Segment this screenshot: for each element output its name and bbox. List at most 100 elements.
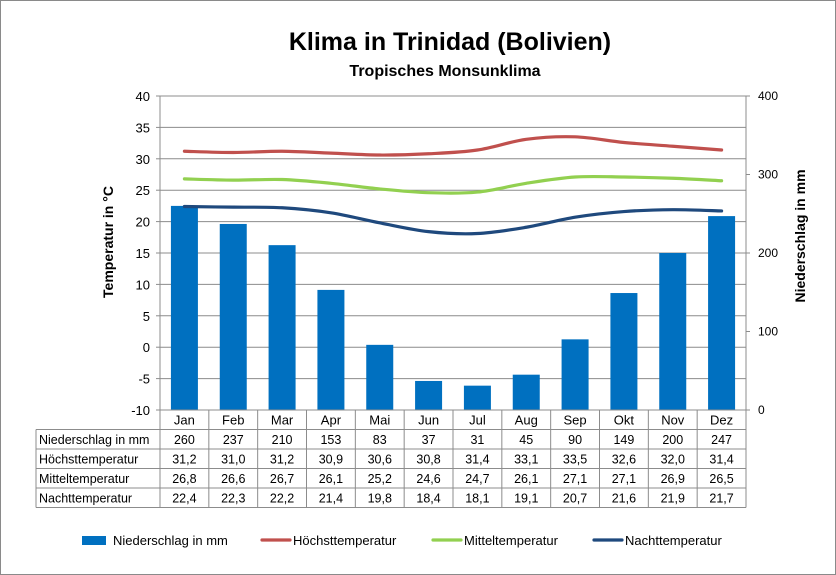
category-label: Feb — [222, 413, 244, 428]
table-value: 32,6 — [612, 453, 636, 467]
legend-label: Höchsttemperatur — [293, 533, 397, 548]
table-value: 31,2 — [270, 453, 294, 467]
precipitation-bar — [268, 245, 296, 410]
left-tick-label: 40 — [136, 89, 150, 104]
left-tick-label: 5 — [143, 309, 150, 324]
category-label: Jan — [174, 413, 195, 428]
left-axis-ticks: -10 -5 0 5 10 15 20 25 30 35 40 — [131, 89, 150, 418]
table-value: 37 — [422, 433, 436, 447]
left-tick-label: -10 — [131, 403, 150, 418]
table-value: 19,1 — [514, 492, 538, 506]
right-axis-label: Niederschlag in mm — [792, 169, 808, 302]
category-label: Jun — [418, 413, 439, 428]
category-label: Okt — [614, 413, 635, 428]
table-value: 18,1 — [465, 492, 489, 506]
left-tick-label: 25 — [136, 183, 150, 198]
legend-swatch — [82, 536, 106, 545]
left-axis-label: Temperatur in °C — [100, 186, 116, 298]
table-value: 26,1 — [514, 472, 538, 486]
table-value: 210 — [272, 433, 293, 447]
left-tick-label: 10 — [136, 277, 150, 292]
table-value: 33,1 — [514, 453, 538, 467]
table-value: 26,5 — [709, 472, 733, 486]
table-value: 24,6 — [416, 472, 440, 486]
table-value: 21,4 — [319, 492, 343, 506]
table-series-name: Nachttemperatur — [39, 492, 132, 506]
table-value: 31,4 — [465, 453, 489, 467]
left-tick-label: -5 — [138, 372, 150, 387]
category-label: Mai — [369, 413, 390, 428]
table-value: 260 — [174, 433, 195, 447]
table-value: 45 — [519, 433, 533, 447]
table-series-name: Höchsttemperatur — [39, 453, 138, 467]
table-value: 31,2 — [172, 453, 196, 467]
category-label: Mar — [271, 413, 294, 428]
line-nachttemperatur — [182, 204, 724, 236]
precipitation-bar — [561, 339, 589, 410]
table-value: 19,8 — [368, 492, 392, 506]
table-value: 21,6 — [612, 492, 636, 506]
line-höchsttemperatur — [182, 135, 724, 157]
table-value: 27,1 — [563, 472, 587, 486]
table-value: 153 — [320, 433, 341, 447]
legend-label: Mitteltemperatur — [464, 533, 559, 548]
table-value: 22,3 — [221, 492, 245, 506]
table-value: 30,8 — [416, 453, 440, 467]
precipitation-bar — [512, 374, 540, 410]
table-value: 149 — [613, 433, 634, 447]
table-value: 32,0 — [661, 453, 685, 467]
right-tick-label: 0 — [758, 403, 765, 417]
right-tick-label: 100 — [758, 325, 778, 339]
precipitation-bar — [708, 216, 736, 410]
table-series-name: Mitteltemperatur — [39, 472, 129, 486]
table-value: 31,0 — [221, 453, 245, 467]
table-value: 31,4 — [709, 453, 733, 467]
legend: Niederschlag in mm Höchsttemperatur Mittel… — [82, 533, 722, 548]
precipitation-bars — [170, 205, 736, 410]
table-value: 31 — [470, 433, 484, 447]
left-tick-label: 35 — [136, 120, 150, 135]
category-label: Jul — [469, 413, 486, 428]
right-tick-label: 200 — [758, 246, 778, 260]
precipitation-bar — [170, 205, 198, 410]
table-value: 21,9 — [661, 492, 685, 506]
table-value: 21,7 — [709, 492, 733, 506]
left-tick-label: 30 — [136, 152, 150, 167]
table-series-name: Niederschlag in mm — [39, 433, 149, 447]
data-table: Jan Feb Mar Apr Mai Jun Jul Aug Sep Okt Nov Dez Nied… — [35, 409, 747, 508]
category-label: Sep — [564, 413, 587, 428]
right-axis-ticks: 0 100 200 300 400 — [758, 89, 778, 417]
left-tick-label: 20 — [136, 215, 150, 230]
table-value: 27,1 — [612, 472, 636, 486]
precipitation-bar — [366, 344, 394, 410]
chart-subtitle: Tropisches Monsunklima — [349, 63, 540, 80]
temperature-lines — [182, 135, 724, 236]
table-value: 83 — [373, 433, 387, 447]
table-value: 26,1 — [319, 472, 343, 486]
precipitation-bar — [415, 380, 443, 410]
category-label: Nov — [661, 413, 685, 428]
category-label: Dez — [710, 413, 733, 428]
right-tick-label: 300 — [758, 168, 778, 182]
table-value: 18,4 — [416, 492, 440, 506]
table-value: 20,7 — [563, 492, 587, 506]
precipitation-bar — [317, 289, 345, 410]
table-value: 90 — [568, 433, 582, 447]
right-tick-label: 400 — [758, 89, 778, 103]
category-label: Apr — [321, 413, 342, 428]
table-value: 25,2 — [368, 472, 392, 486]
chart-title: Klima in Trinidad (Bolivien) — [289, 28, 611, 56]
precipitation-bar — [463, 385, 491, 410]
table-value: 22,2 — [270, 492, 294, 506]
table-value: 22,4 — [172, 492, 196, 506]
precipitation-bar — [219, 223, 247, 410]
table-value: 237 — [223, 433, 244, 447]
precipitation-bar — [610, 293, 638, 410]
table-value: 30,6 — [368, 453, 392, 467]
category-label: Aug — [515, 413, 538, 428]
legend-label: Niederschlag in mm — [113, 533, 228, 548]
table-value: 26,8 — [172, 472, 196, 486]
table-value: 26,7 — [270, 472, 294, 486]
precipitation-bar — [659, 253, 687, 410]
